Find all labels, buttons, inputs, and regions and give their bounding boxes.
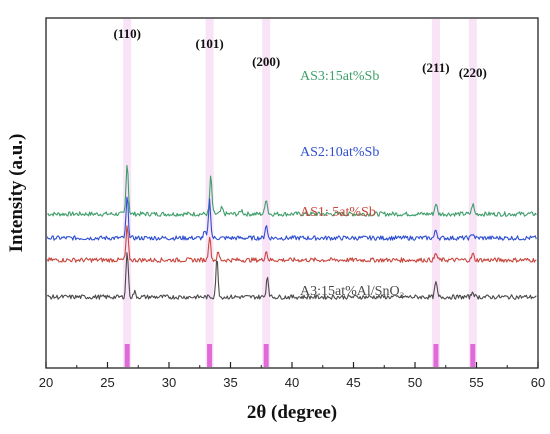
x-tick-label-0: 20: [39, 375, 53, 390]
reference-bar-0: [124, 344, 130, 367]
x-tick-label-2: 30: [162, 375, 176, 390]
reference-bar-2: [263, 344, 269, 367]
series-group: [46, 164, 537, 300]
reference-band-2: [262, 19, 271, 367]
peak-labels: (110) (101) (200) (211) (220): [113, 26, 486, 80]
peak-label-2: (200): [252, 54, 280, 69]
peak-label-4: (220): [459, 65, 487, 80]
series-line-3: [46, 252, 537, 300]
reference-bars: [124, 344, 476, 367]
peak-label-0: (110): [113, 26, 140, 41]
x-tick-label-7: 55: [469, 375, 483, 390]
series-line-0: [47, 164, 537, 217]
x-axis-ticks: 20 25 30 35 40 45 50 55 60: [39, 362, 545, 390]
peak-label-1: (101): [196, 36, 224, 51]
series-label-2: AS1: 5at%Sb: [300, 205, 376, 220]
reference-bar-3: [433, 344, 439, 367]
reference-band-0: [123, 19, 132, 367]
reference-bar-4: [470, 344, 476, 367]
series-labels: AS3:15at%Sb AS2:10at%Sb AS1: 5at%Sb A3:15at…: [300, 69, 405, 299]
peak-label-3: (211): [422, 60, 449, 75]
reference-band-4: [468, 19, 477, 367]
x-tick-label-3: 35: [223, 375, 237, 390]
reference-bar-1: [207, 344, 213, 367]
series-label-3: A3:15at%Al/SnO₂: [300, 284, 405, 299]
x-tick-label-5: 45: [346, 375, 360, 390]
series-label-0: AS3:15at%Sb: [300, 69, 379, 84]
series-line-1: [46, 196, 537, 241]
series-label-1: AS2:10at%Sb: [300, 145, 379, 160]
x-tick-label-4: 40: [285, 375, 299, 390]
x-tick-label-8: 60: [531, 375, 545, 390]
x-tick-label-6: 50: [408, 375, 422, 390]
series-line-2: [46, 225, 537, 263]
reference-band-3: [431, 19, 440, 367]
x-axis-title: 2θ (degree): [247, 402, 337, 423]
y-axis-title: Intensity (a.u.): [6, 134, 27, 253]
x-tick-label-1: 25: [100, 375, 114, 390]
